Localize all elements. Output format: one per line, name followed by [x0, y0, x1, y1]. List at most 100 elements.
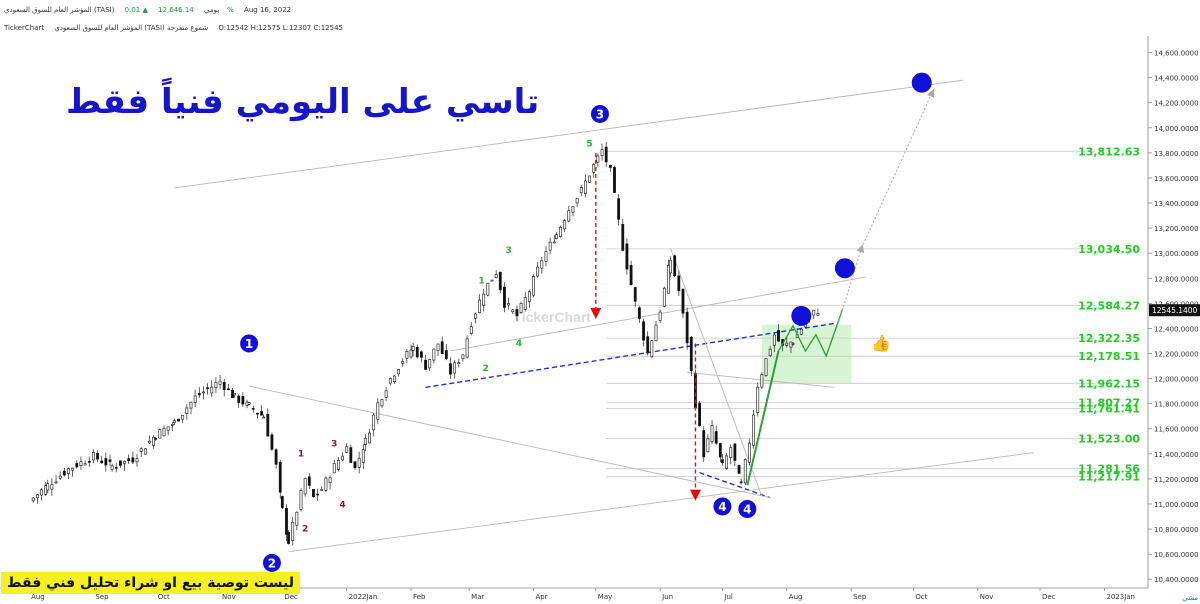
candle — [725, 452, 728, 470]
candle-body — [397, 369, 400, 375]
candle — [214, 377, 218, 393]
candle — [799, 327, 803, 336]
level-label: 11,523.00 — [1078, 432, 1140, 445]
thumbs-up-icon: 👍 — [871, 333, 891, 352]
candle — [262, 414, 266, 419]
candle-body — [376, 402, 380, 420]
candle-body — [40, 489, 43, 496]
candle-body — [226, 388, 230, 391]
candle — [478, 294, 481, 314]
candle-body — [756, 386, 760, 413]
up-triangle-icon: ▲ — [142, 6, 148, 14]
candle-body — [328, 477, 332, 484]
candle — [58, 471, 62, 481]
trend-line-gray — [249, 385, 771, 499]
candle-body — [202, 391, 205, 394]
candle-body — [532, 276, 535, 296]
candle-body — [241, 396, 245, 405]
level-label: 11,761.41 — [1078, 403, 1140, 416]
candle — [287, 530, 290, 545]
candle-body — [71, 467, 75, 471]
candle — [166, 426, 170, 436]
candle — [162, 425, 166, 437]
interval-label[interactable]: يومي — [204, 6, 220, 14]
candle-body — [733, 443, 737, 461]
candle-body — [739, 481, 743, 484]
candle-body — [218, 380, 222, 385]
x-tick-label: Sep — [853, 593, 867, 601]
y-tick-label: 12,400.0000 — [1154, 325, 1199, 333]
candle — [336, 457, 340, 472]
candle-body — [353, 461, 357, 469]
candle — [172, 418, 176, 426]
candle-body — [575, 197, 579, 204]
candle — [681, 288, 685, 319]
candle-body — [600, 149, 604, 156]
candle-body — [588, 175, 591, 183]
candle-body — [154, 438, 158, 440]
candle-body — [50, 484, 54, 490]
candle-body — [409, 349, 413, 358]
candle — [139, 447, 143, 457]
candle — [222, 379, 226, 397]
candle-body — [222, 381, 226, 390]
candle-body — [214, 382, 218, 388]
candle — [148, 435, 151, 444]
candle-body — [710, 425, 714, 442]
candle — [332, 459, 336, 474]
candle-body — [743, 458, 747, 484]
sub-wave-label: 2 — [483, 364, 489, 374]
candle-body — [498, 271, 502, 291]
y-tick-label: 14,600.0000 — [1154, 50, 1199, 58]
trend-line-gray — [450, 276, 866, 352]
candle-body — [307, 476, 311, 486]
candle-body — [650, 340, 654, 358]
candle-body — [785, 342, 789, 346]
candle — [444, 344, 448, 361]
y-tick-label: 12,200.0000 — [1154, 351, 1199, 359]
candle-body — [494, 274, 498, 278]
candle-body — [579, 187, 583, 194]
candle — [368, 428, 371, 444]
candle — [756, 382, 760, 417]
candle-body — [642, 321, 645, 341]
x-tick-label: Mar — [471, 593, 484, 601]
projection-path — [777, 308, 844, 358]
candle — [812, 309, 816, 320]
candle — [449, 357, 452, 379]
candle — [233, 393, 236, 398]
candle — [123, 460, 126, 471]
candle — [511, 309, 515, 315]
candle — [702, 426, 706, 462]
candle — [633, 286, 637, 307]
candle — [320, 486, 324, 491]
candle-body — [46, 483, 50, 491]
candle-body — [324, 477, 328, 491]
candle-body — [420, 351, 423, 358]
projection-impulse — [746, 350, 780, 486]
x-tick-label: 2022Jan — [349, 593, 378, 601]
candle — [349, 444, 353, 463]
y-tick-label: 13,000.0000 — [1154, 250, 1199, 258]
candle-body — [424, 359, 427, 370]
candle — [604, 142, 608, 167]
candle — [548, 237, 552, 255]
trend-line-blue — [425, 322, 835, 389]
target-circle — [791, 305, 812, 326]
candle-body — [79, 461, 83, 466]
candle-body — [345, 446, 349, 453]
wave-label-text: 1 — [245, 337, 253, 351]
candle — [613, 165, 616, 193]
candle — [75, 460, 79, 469]
candle-body — [548, 241, 552, 251]
candle-body — [405, 351, 409, 359]
candle-body — [563, 220, 567, 230]
candle — [596, 153, 600, 167]
candle — [772, 333, 776, 353]
wave-label-circle — [738, 499, 757, 518]
candle — [143, 448, 147, 455]
candle-body — [592, 163, 596, 173]
sub-wave-label: 3 — [331, 439, 337, 449]
candle — [527, 289, 531, 308]
